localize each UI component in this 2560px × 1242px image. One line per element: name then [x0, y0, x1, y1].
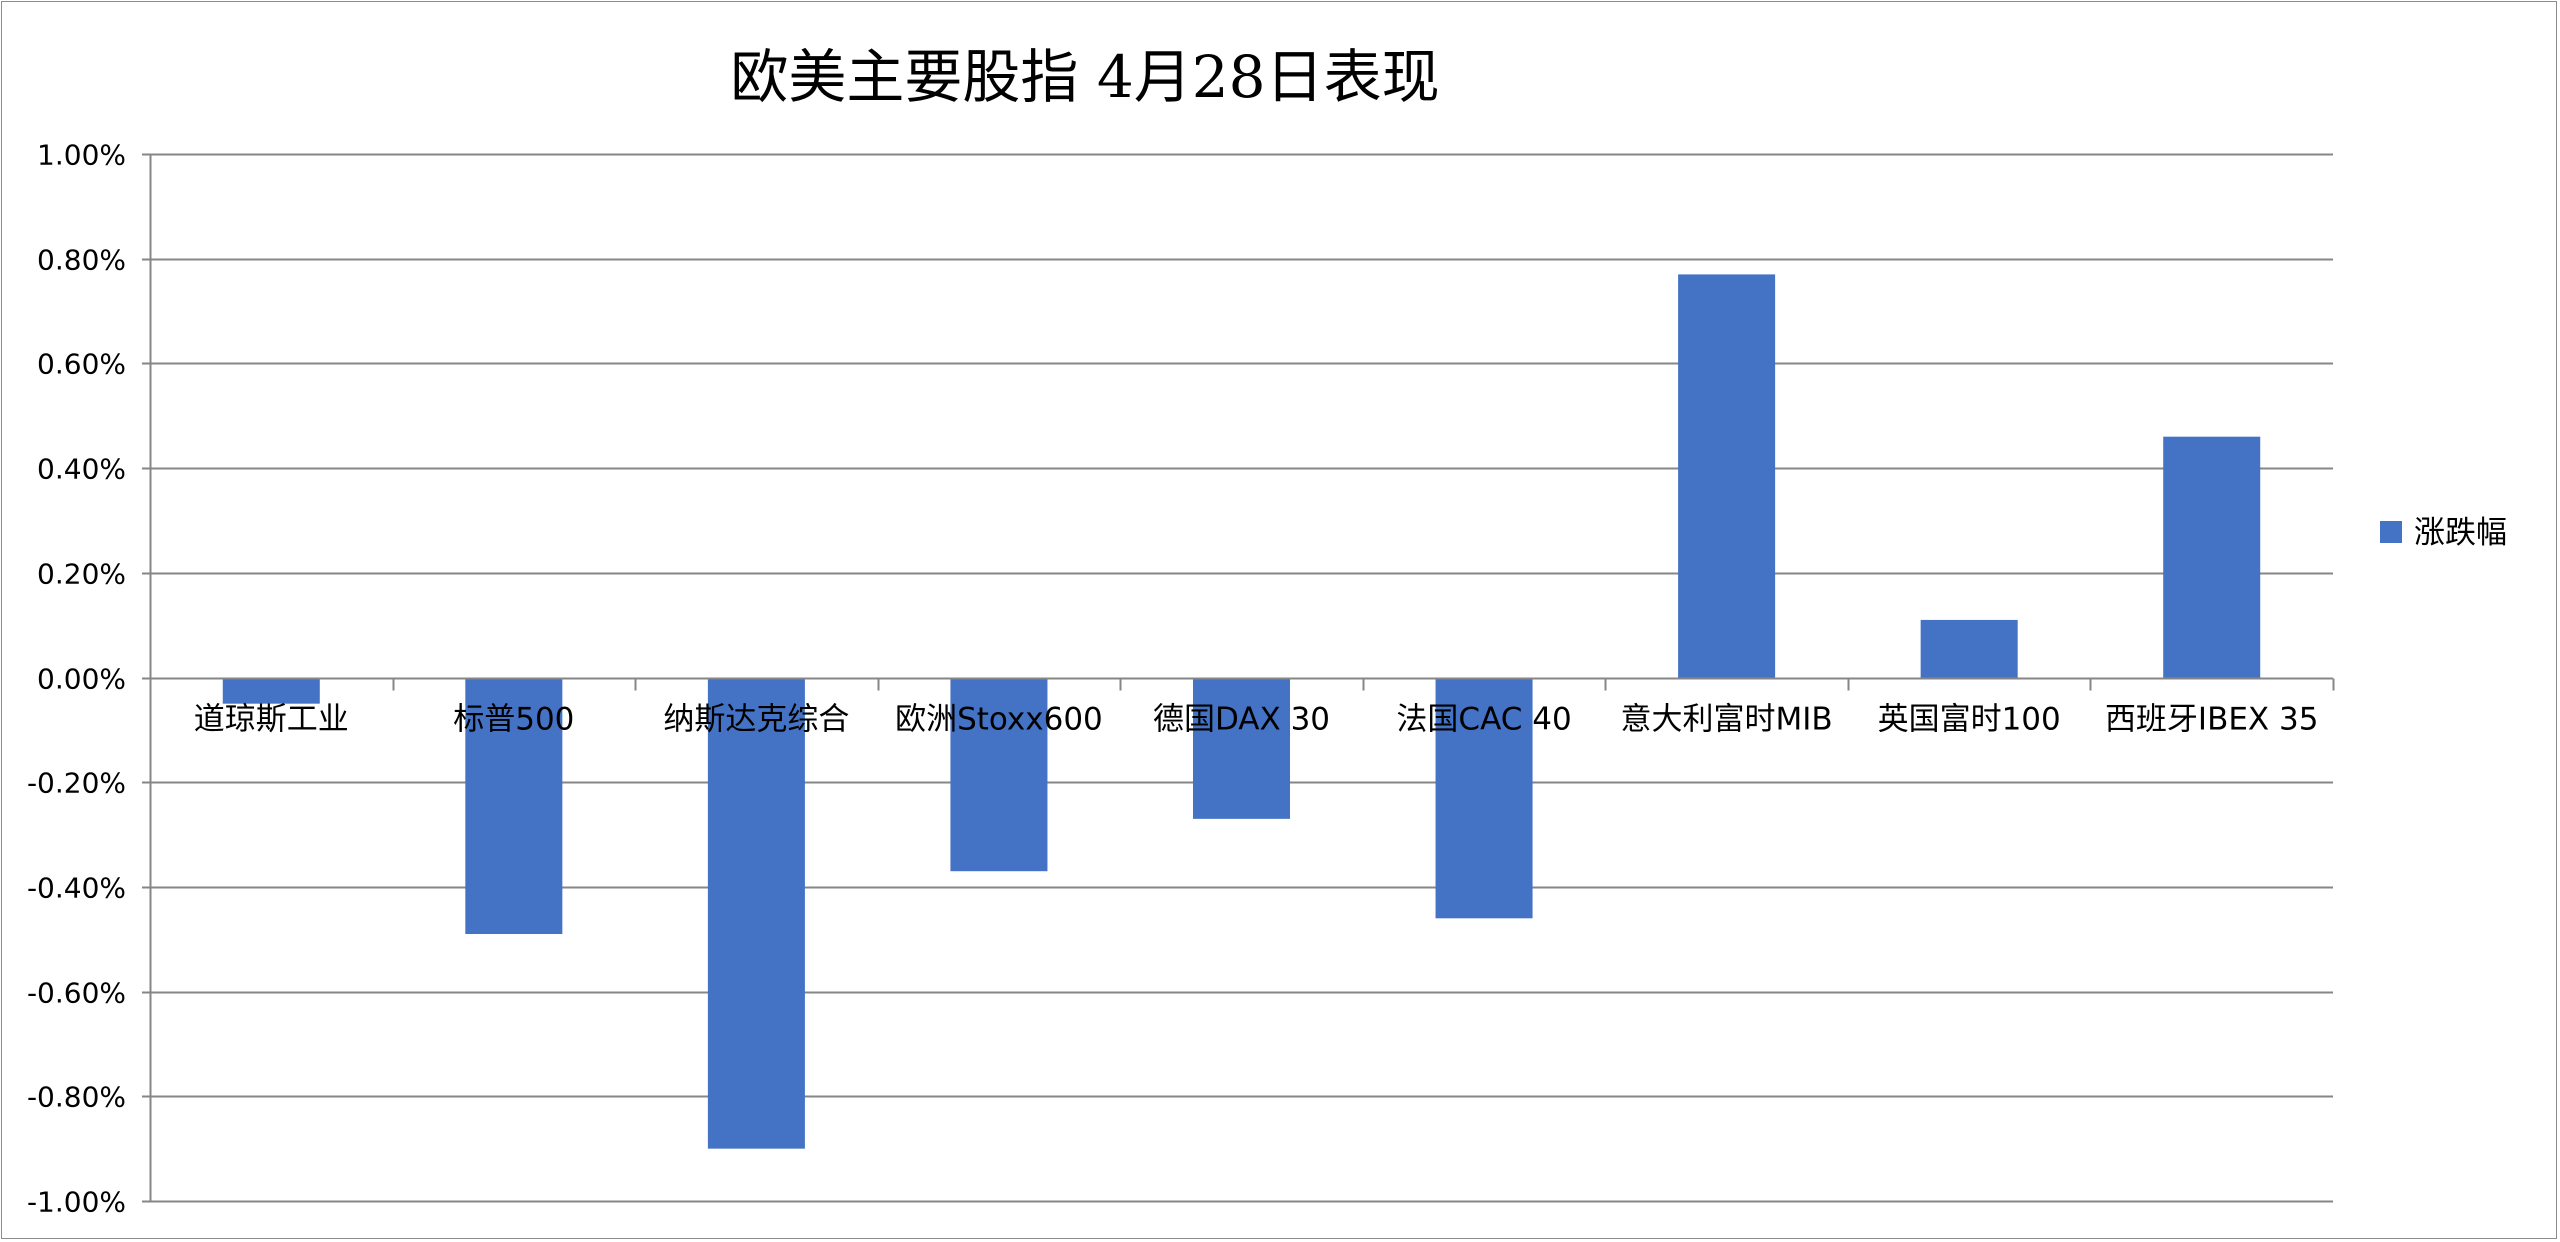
y-tick-label: -0.40%: [27, 872, 126, 905]
bar: [1678, 274, 1776, 678]
x-category-label: 德国DAX 30: [1153, 702, 1330, 738]
y-tick-label: -1.00%: [27, 1186, 126, 1219]
legend-swatch: [2380, 521, 2402, 543]
x-category-label: 法国CAC 40: [1396, 702, 1571, 738]
bar: [950, 677, 1048, 872]
x-category-label: 意大利富时MIB: [1621, 702, 1833, 738]
y-tick-label: 0.60%: [37, 348, 126, 381]
chart-title: 欧美主要股指 4月28日表现: [730, 43, 1439, 111]
y-tick-label: 1.00%: [37, 139, 126, 172]
y-tick-label: -0.60%: [27, 977, 126, 1010]
bar: [707, 677, 805, 1149]
y-tick-label: 0.00%: [37, 663, 126, 696]
x-category-label: 英国富时100: [1878, 702, 2061, 738]
y-tick-label: -0.20%: [27, 767, 126, 800]
x-axis-category-labels: 道琼斯工业 标普500 纳斯达克综合 欧洲Stoxx600 德国DAX 30 法国CAC …: [194, 702, 2319, 738]
legend-label: 涨跌幅: [2414, 515, 2507, 551]
bar: [1192, 677, 1291, 819]
y-tick-label: 0.80%: [37, 244, 126, 277]
x-category-label: 欧洲Stoxx600: [895, 702, 1103, 738]
bar: [2163, 436, 2261, 678]
bar: [222, 677, 320, 704]
y-tick-label: 0.40%: [37, 453, 126, 486]
bar: [1435, 677, 1533, 919]
bar: [465, 677, 563, 935]
legend: 涨跌幅: [2380, 515, 2507, 551]
y-tick-label: -0.80%: [27, 1081, 126, 1114]
x-category-label: 纳斯达克综合: [663, 702, 849, 738]
x-category-label: 西班牙IBEX 35: [2105, 702, 2319, 738]
x-category-label: 道琼斯工业: [194, 702, 349, 738]
x-axis: [149, 154, 2335, 1201]
x-category-label: 标普500: [453, 702, 574, 738]
y-axis-tick-labels: 1.00% 0.80% 0.60% 0.40% 0.20% 0.00% -0.20% -0.4…: [27, 139, 126, 1219]
y-tick-label: 0.20%: [37, 558, 126, 591]
bars: [222, 274, 2261, 1149]
bar: [1920, 619, 2018, 678]
